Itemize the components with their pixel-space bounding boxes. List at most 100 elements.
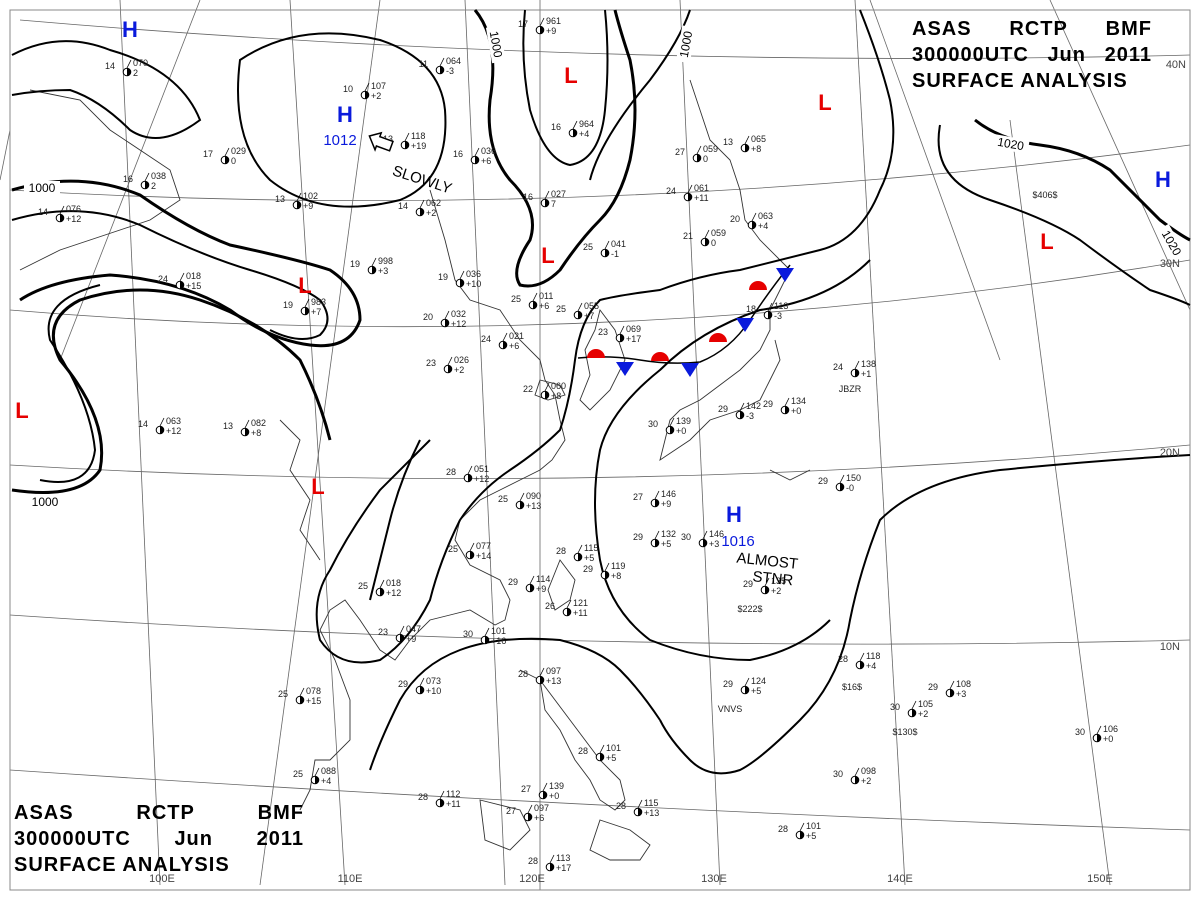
station-plot: 29 135+2 [743,576,786,596]
station-temperature: 30 [833,769,843,779]
station-pressure: 060 [551,381,566,391]
cloud-cover-icon [752,221,756,229]
wind-barb [744,135,750,145]
wind-barb [371,257,377,267]
station-plot: 25 078+15 [278,686,321,706]
station-temperature: 16 [551,122,561,132]
cloud-cover-icon [697,154,701,162]
high-pressure-center: H [1155,167,1171,192]
station-tendency: +4 [866,661,876,671]
station-temperature: 19 [438,272,448,282]
borneo-coast [479,799,531,851]
station-tag: JBZR [839,384,862,394]
wind-barb [419,677,425,687]
parallel-35n [9,144,1191,202]
wind-barb [314,767,320,777]
parallel-30n [9,259,1191,328]
wind-barb [949,680,955,690]
station-temperature: 25 [556,304,566,314]
wind-barb [532,292,538,302]
wind-barb [577,544,583,554]
isobar-label-bg [24,181,60,195]
isobar-west-2 [11,210,329,340]
header-code: BMF [1105,18,1152,40]
station-pressure: 047 [406,624,421,634]
isobar-label-bg [27,495,63,509]
station-temperature: 25 [448,544,458,554]
wind-barb [529,575,535,585]
station-pressure: 059 [703,144,718,154]
station-tendency: +0 [549,791,559,801]
wind-barb [244,419,250,429]
isobar-label-bg [676,25,697,64]
isobar-1000-north [473,9,637,288]
station-pressure: 097 [534,803,549,813]
station-pressure: 121 [573,598,588,608]
wind-barb [654,530,660,540]
wind-barb [704,229,710,239]
wind-barb [1096,725,1102,735]
isobar-label-bg [485,25,506,64]
station-plot: 29 124+5 [723,676,766,696]
station-tendency: +12 [166,426,181,436]
station-temperature: 29 [583,564,593,574]
station-pressure: 106 [1103,724,1118,734]
station-pressure: 118 [866,651,880,661]
wind-barb [469,542,475,552]
station-tendency: -0 [846,483,854,493]
low-pressure-center: L [541,243,554,268]
header-time: 300000UTC [912,44,1029,66]
station-pressure: 102 [303,191,318,201]
isobar-1016-high [594,259,871,662]
cold-front-triangle [616,362,634,376]
station-pressure: 150 [846,473,861,483]
meridian-edge [0,129,11,181]
meridian-130e [679,0,721,886]
station-temperature: 18 [746,304,756,314]
station-tendency: +11 [694,193,709,203]
station-plot: 30 146+3 [681,529,724,549]
isobar-nw [11,40,202,139]
station-temperature: 10 [343,84,353,94]
station-tendency: +6 [481,156,491,166]
isobar-label: 1000 [487,30,505,59]
station-pressure: 062 [426,198,441,208]
station-tendency: +3 [709,539,719,549]
isobar-label-bg [991,134,1030,155]
station-plot: 13 065+8 [723,134,766,154]
pressure-symbol: H [726,502,742,527]
isobar-label: 1000 [29,181,56,195]
station-temperature: 16 [123,174,133,184]
station-plot: 20 032+12 [423,309,466,329]
station-tag: $130$ [892,727,917,737]
header-title: SURFACE ANALYSIS [912,70,1128,92]
station-temperature: 29 [718,404,728,414]
warm-front-semicircle [749,281,767,290]
station-plot: 30 139+0 [648,416,691,436]
station-tendency: +0 [791,406,801,416]
station-pressure: 021 [509,331,524,341]
station-tendency: +5 [806,831,816,841]
cloud-cover-icon [600,753,604,761]
station-pressure: 105 [918,699,933,709]
isobar-front-trough [315,9,895,664]
station-plot: 29 134+0 [763,396,806,416]
station-plot: 29 132+5 [633,529,676,549]
low-pressure-center: L [564,63,577,88]
cloud-cover-icon [655,539,659,547]
station-pressure: 107 [371,81,386,91]
header-line-2: 300000UTC Jun 2011 [14,826,304,852]
station-temperature: 28 [528,856,538,866]
station-tag: $406$ [1032,190,1057,200]
station-temperature: 23 [378,627,388,637]
station-pressure: 018 [386,578,401,588]
station-pressure: 097 [546,666,561,676]
meridian-150e [1009,119,1111,886]
cloud-cover-icon [245,428,249,436]
station-plot: 24 138+1 [833,359,876,379]
